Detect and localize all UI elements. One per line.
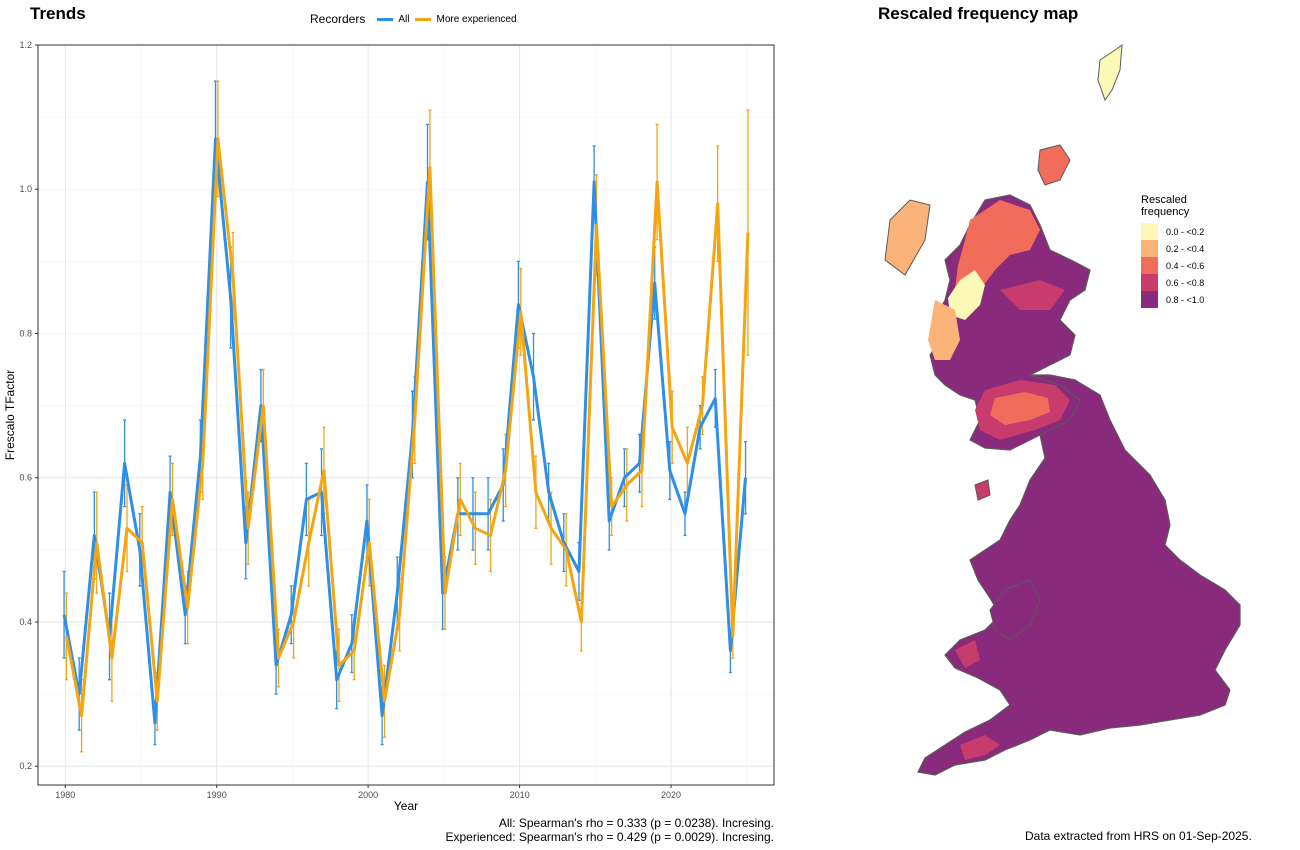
stats-block: All: Spearman's rho = 0.333 (p = 0.0238)…	[446, 816, 775, 844]
map-legend-swatch	[1141, 257, 1158, 274]
plot-panel-border	[37, 44, 775, 786]
errorbar-layer	[62, 80, 750, 753]
data-source-note: Data extracted from HRS on 01-Sep-2025.	[1025, 829, 1252, 843]
y-tick-label: 0.2	[19, 761, 32, 771]
map-wales-light	[955, 640, 980, 668]
map-legend-swatch	[1141, 223, 1158, 240]
map-hebrides	[884, 199, 931, 276]
tick-layer: 0.2 0.4 0.6 0.8 1.0 1.2 1980 1990 2000 2010 2020	[19, 40, 681, 800]
map-legend-label: 0.4 - <0.6	[1166, 260, 1205, 271]
map-central-belt-orange	[990, 392, 1050, 425]
y-tick-label: 0.8	[19, 328, 32, 338]
y-tick-label: 0.6	[19, 473, 32, 483]
series-line-all	[62, 137, 747, 725]
map-legend-title-line2: frequency	[1141, 206, 1190, 218]
map-legend-label: 0.8 - <1.0	[1166, 294, 1205, 305]
map-legend-item: 0.8 - <1.0	[1141, 291, 1204, 308]
map-legend-label: 0.0 - <0.2	[1166, 226, 1205, 237]
line-layer	[62, 137, 750, 725]
map-legend-swatch	[1141, 291, 1158, 308]
x-tick-label: 2000	[358, 790, 378, 800]
map-orkney	[1037, 144, 1071, 186]
legend-label-all: All	[398, 13, 410, 25]
map-cornwall-light	[960, 735, 1000, 760]
map-west-coast-light	[928, 300, 960, 360]
map-legend-label: 0.6 - <0.8	[1166, 277, 1205, 288]
stats-experienced: Experienced: Spearman's rho = 0.429 (p =…	[445, 830, 775, 844]
legend-swatch-experienced	[415, 17, 432, 21]
legend-item-all: All	[377, 14, 409, 25]
map-isle-of-man	[974, 479, 991, 501]
map-base-wales-peninsula	[989, 579, 1041, 641]
y-tick-label: 1.2	[19, 40, 32, 50]
legend-title: Recorders	[310, 12, 366, 26]
map-legend-item: 0.2 - <0.4	[1141, 240, 1204, 257]
legend-label-experienced: More experienced	[436, 13, 517, 25]
map-legend-swatch	[1141, 240, 1158, 257]
trends-title: Trends	[30, 4, 86, 23]
map-legend-title: Rescaled frequency	[1141, 194, 1204, 218]
map-northeast-pink	[1000, 280, 1065, 310]
y-axis-label: Frescalo TFactor	[3, 370, 17, 460]
map-legend-label: 0.2 - <0.4	[1166, 243, 1205, 254]
map-legend-item: 0.6 - <0.8	[1141, 274, 1204, 291]
map-legend-swatch	[1141, 274, 1158, 291]
map-legend-item: 0.0 - <0.2	[1141, 223, 1204, 240]
gb-map	[884, 43, 1241, 776]
map-title: Rescaled frequency map	[878, 4, 1079, 23]
x-tick-label: 2020	[661, 790, 681, 800]
map-shetland	[1097, 43, 1123, 102]
map-base-england	[917, 374, 1241, 776]
legend-item-experienced: More experienced	[415, 13, 517, 25]
x-tick-label: 2010	[510, 790, 530, 800]
y-tick-label: 0.4	[19, 617, 32, 627]
grid-layer	[38, 44, 774, 785]
x-axis-label: Year	[394, 799, 418, 813]
chart-legend: Recorders All More experienced	[310, 12, 517, 26]
map-legend-item: 0.4 - <0.6	[1141, 257, 1204, 274]
map-legend-title-line1: Rescaled	[1141, 194, 1187, 206]
legend-swatch-all	[377, 17, 394, 21]
x-tick-label: 1980	[55, 790, 75, 800]
stats-all: All: Spearman's rho = 0.333 (p = 0.0238)…	[498, 816, 774, 830]
series-line-experienced	[65, 137, 750, 718]
map-highlands-yellow	[948, 270, 985, 320]
map-legend: Rescaled frequency 0.0 - <0.2 0.2 - <0.4…	[1141, 194, 1204, 308]
y-tick-label: 1.0	[19, 184, 32, 194]
x-tick-label: 1990	[207, 790, 227, 800]
